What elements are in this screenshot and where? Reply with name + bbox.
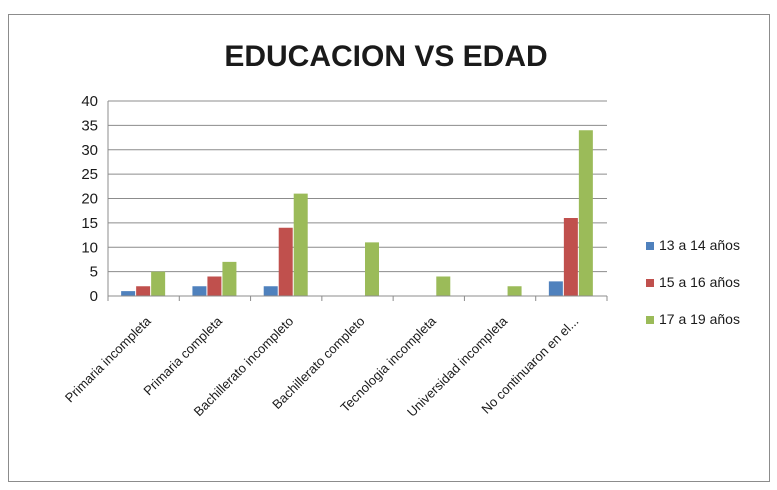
- legend: 13 a 14 años 15 a 16 años 17 a 19 años: [646, 237, 740, 327]
- bar-3-6: [507, 286, 522, 296]
- bar-3-5: [436, 276, 451, 296]
- legend-swatch-3: [646, 316, 654, 324]
- bar-1-1: [121, 291, 136, 296]
- bar-3-7: [578, 130, 593, 296]
- bar-3-4: [365, 242, 379, 296]
- bar-1-7: [548, 281, 563, 296]
- legend-swatch-2: [646, 279, 654, 287]
- y-tick-label: 15: [81, 215, 98, 232]
- bar-2-1: [136, 286, 151, 296]
- bar-2-3: [278, 227, 293, 296]
- y-tick-label: 5: [90, 264, 98, 281]
- y-tick-label: 30: [81, 142, 98, 159]
- chart-frame: [8, 14, 770, 482]
- axes: [107, 101, 608, 301]
- gridlines: [108, 100, 607, 273]
- legend-swatch-1: [646, 242, 654, 250]
- y-tick-label: 10: [81, 239, 98, 256]
- legend-label-2: 15 a 16 años: [659, 274, 740, 290]
- y-tick-label: 40: [81, 93, 98, 110]
- bars: [121, 130, 593, 296]
- bar-1-3: [263, 286, 278, 296]
- y-tick-label: 20: [81, 191, 98, 208]
- bar-2-2: [207, 276, 222, 296]
- bar-3-3: [293, 193, 308, 296]
- bar-3-1: [151, 271, 166, 296]
- y-tick-label: 35: [81, 117, 98, 134]
- chart-title: EDUCACION VS EDAD: [224, 40, 547, 73]
- y-tick-label: 0: [90, 288, 98, 305]
- bar-2-7: [563, 218, 578, 296]
- x-tick-label: Primaria incompleta: [62, 313, 154, 405]
- legend-label-1: 13 a 14 años: [659, 237, 740, 253]
- legend-label-3: 17 a 19 años: [659, 311, 740, 327]
- bar-3-2: [222, 261, 237, 296]
- bar-1-2: [192, 286, 207, 296]
- y-axis-ticks: 0 5 10 15 20 25 30 35 40: [81, 93, 98, 305]
- y-tick-label: 25: [81, 166, 98, 183]
